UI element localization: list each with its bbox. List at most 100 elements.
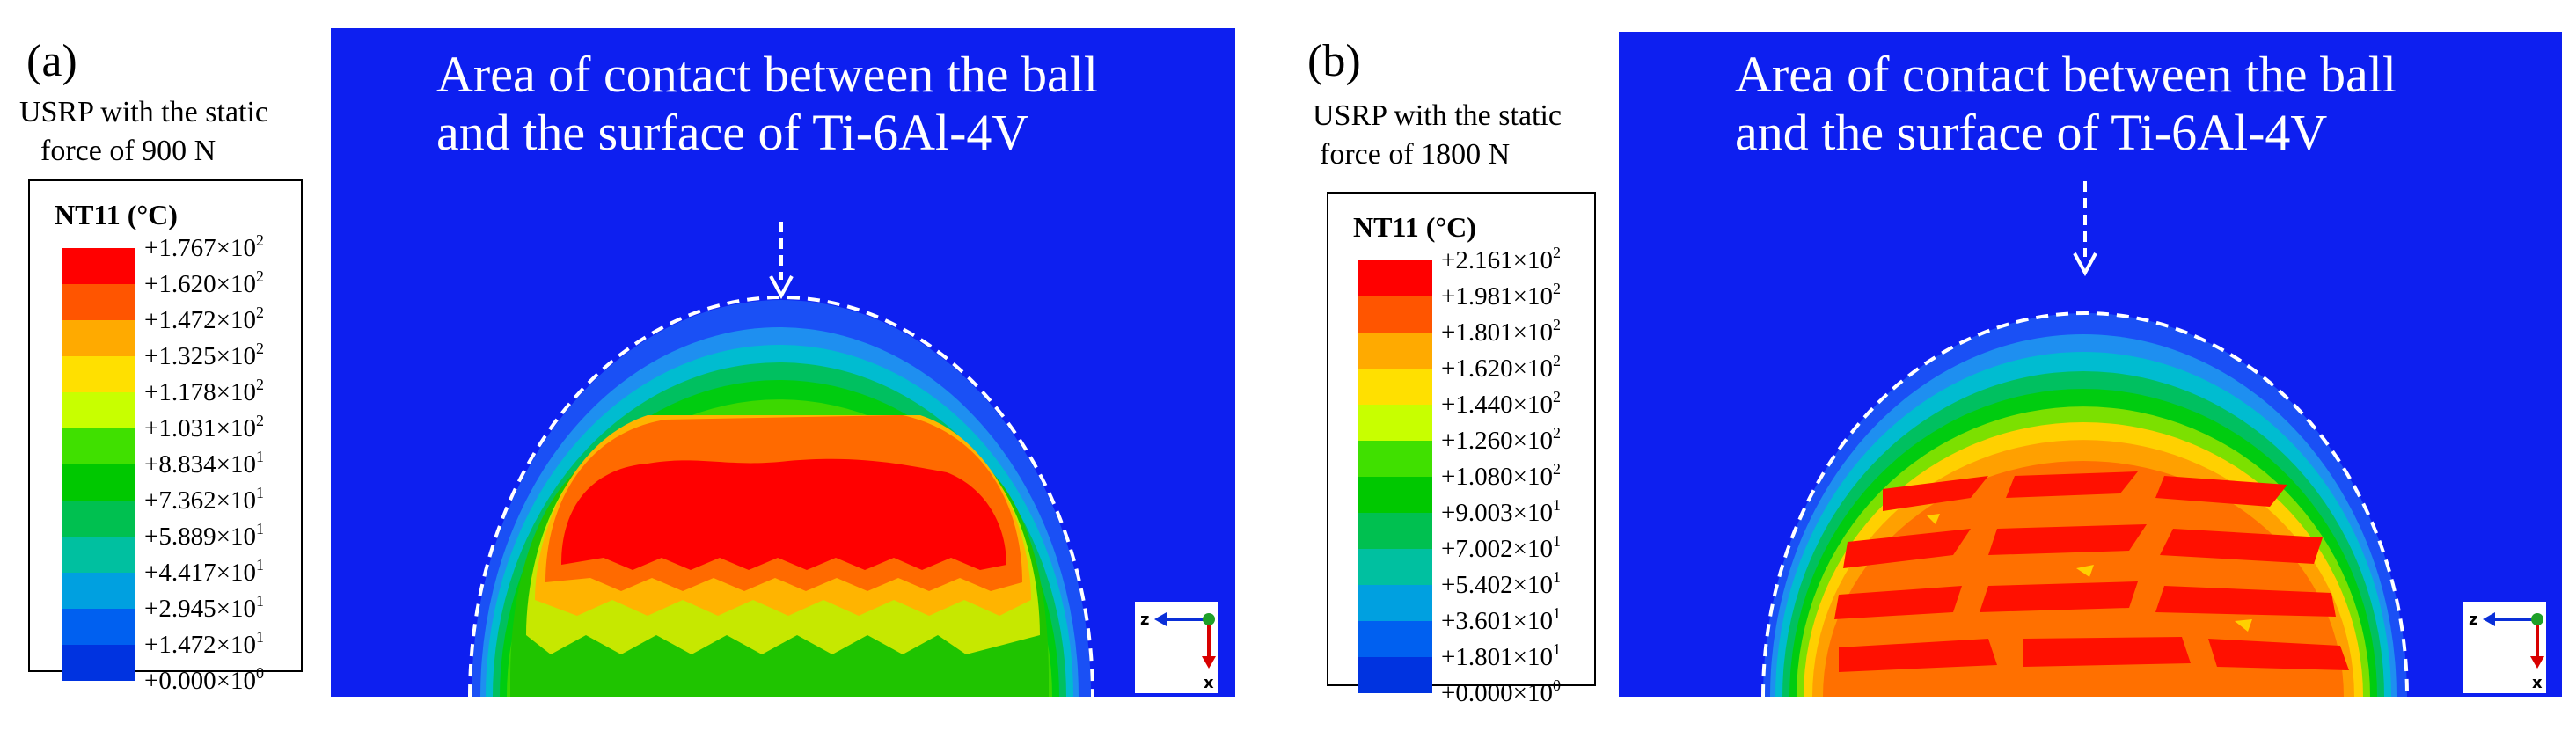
x-axis-label: x bbox=[1204, 674, 1214, 692]
legend-swatch bbox=[62, 284, 135, 320]
legend-level: +1.178×102 bbox=[144, 376, 264, 406]
hot-patch bbox=[2155, 476, 2287, 507]
hot-patch bbox=[1834, 586, 1962, 619]
legend-title: NT11 (°C) bbox=[55, 199, 178, 230]
legend-swatch bbox=[1358, 513, 1432, 549]
caption: USRP with the static force of 1800 N bbox=[1313, 97, 1562, 174]
annotation-line-2: and the surface of Ti-6Al-4V bbox=[1735, 104, 2328, 161]
legend-title: NT11 (°C) bbox=[1353, 211, 1476, 243]
legend-level: +1.981×102 bbox=[1441, 280, 1561, 311]
z-axis-label: z bbox=[2469, 610, 2477, 629]
legend-level: +1.767×102 bbox=[144, 231, 264, 262]
legend-swatch bbox=[62, 428, 135, 464]
color-legend: NT11 (°C) +1.767×102 +1.620×102 +1.472×1… bbox=[28, 179, 303, 695]
legend-swatch bbox=[1358, 405, 1432, 441]
legend-level: +2.945×101 bbox=[144, 592, 264, 623]
hot-patch bbox=[1839, 639, 1997, 672]
cool-fleck bbox=[2076, 565, 2094, 577]
temperature-contour-plot bbox=[1619, 32, 2562, 697]
axis-triad: z x bbox=[2463, 602, 2546, 693]
hot-patch bbox=[2155, 586, 2336, 617]
hot-patch bbox=[1980, 581, 2138, 612]
legend-level: +1.801×102 bbox=[1441, 316, 1561, 347]
legend-level: +4.417×101 bbox=[144, 556, 264, 587]
annotation-line-1: Area of contact between the ball bbox=[436, 46, 1099, 103]
z-axis-label: z bbox=[1140, 610, 1149, 629]
temperature-contour-plot bbox=[331, 28, 1235, 697]
z-axis-arrowhead bbox=[1154, 612, 1167, 626]
axis-triad-icon: z x bbox=[2469, 610, 2544, 692]
legend-level: +1.620×102 bbox=[144, 267, 264, 298]
legend-swatch bbox=[1358, 585, 1432, 621]
hot-patch bbox=[1883, 476, 1988, 511]
hot-patch bbox=[1988, 524, 2147, 555]
arrow-head bbox=[2073, 252, 2097, 277]
hot-patch bbox=[2006, 471, 2138, 498]
x-axis-arrowhead bbox=[1202, 656, 1216, 669]
contour-band bbox=[561, 458, 1006, 570]
legend-swatch bbox=[62, 464, 135, 501]
legend-swatch bbox=[1358, 333, 1432, 369]
legend-swatch bbox=[62, 573, 135, 609]
legend-swatch bbox=[62, 645, 135, 681]
axis-triad-icon: z x bbox=[1140, 610, 1216, 692]
hot-patch bbox=[1843, 529, 1971, 568]
legend-swatch bbox=[1358, 657, 1432, 693]
legend-level: +1.260×102 bbox=[1441, 424, 1561, 455]
legend-swatch bbox=[1358, 549, 1432, 585]
legend-swatch bbox=[1358, 441, 1432, 477]
legend-level: +3.601×101 bbox=[1441, 604, 1561, 635]
legend-swatch bbox=[62, 320, 135, 356]
contour-band bbox=[1823, 461, 2344, 697]
caption: USRP with the static force of 900 N bbox=[19, 93, 268, 171]
legend-level: +1.080×102 bbox=[1441, 460, 1561, 491]
legend-level: +5.402×101 bbox=[1441, 568, 1561, 599]
panel-label: (a) bbox=[26, 36, 77, 86]
legend-level: +1.620×102 bbox=[1441, 352, 1561, 383]
hot-patch bbox=[2208, 639, 2349, 670]
legend-level: +1.472×102 bbox=[144, 303, 264, 334]
caption-line-1: USRP with the static bbox=[19, 96, 269, 128]
legend-swatch bbox=[62, 356, 135, 392]
legend-swatch bbox=[1358, 621, 1432, 657]
contact-annotation: Area of contact between the ball and the… bbox=[436, 46, 1098, 162]
contact-annotation: Area of contact between the ball and the… bbox=[1735, 46, 2397, 162]
legend-swatch bbox=[62, 609, 135, 645]
hot-patch bbox=[2160, 529, 2323, 564]
legend-level: +1.440×102 bbox=[1441, 388, 1561, 419]
legend-level: +0.000×100 bbox=[1441, 676, 1561, 707]
legend-swatch bbox=[62, 537, 135, 573]
color-legend: NT11 (°C) +2.161×102 +1.981×102 +1.801×1… bbox=[1327, 192, 1596, 707]
legend-levels: +1.767×102 +1.620×102 +1.472×102 +1.325×… bbox=[144, 230, 264, 699]
legend-swatches bbox=[1358, 260, 1432, 693]
legend-swatch bbox=[62, 501, 135, 537]
x-axis-label: x bbox=[2532, 674, 2543, 692]
legend-swatch bbox=[1358, 296, 1432, 333]
legend-level: +5.889×101 bbox=[144, 520, 264, 551]
cool-fleck bbox=[2235, 619, 2252, 632]
panel-label: (b) bbox=[1307, 36, 1361, 86]
cool-fleck bbox=[1927, 514, 1940, 524]
y-axis-dot bbox=[2531, 613, 2543, 625]
legend-level: +1.472×101 bbox=[144, 628, 264, 659]
legend-level: +8.834×101 bbox=[144, 448, 264, 479]
y-axis-dot bbox=[1203, 613, 1215, 625]
legend-level: +9.003×101 bbox=[1441, 496, 1561, 527]
hot-patch bbox=[2023, 637, 2191, 667]
legend-swatch bbox=[1358, 369, 1432, 405]
legend-level: +7.362×101 bbox=[144, 484, 264, 515]
x-axis-arrowhead bbox=[2530, 656, 2544, 669]
legend-level: +2.161×102 bbox=[1441, 244, 1561, 274]
legend-level: +7.002×101 bbox=[1441, 532, 1561, 563]
legend-levels: +2.161×102 +1.981×102 +1.801×102 +1.620×… bbox=[1441, 243, 1561, 712]
annotation-line-2: and the surface of Ti-6Al-4V bbox=[436, 104, 1029, 161]
caption-line-2: force of 1800 N bbox=[1320, 138, 1511, 171]
legend-swatches bbox=[62, 248, 135, 681]
legend-swatch bbox=[62, 248, 135, 284]
z-axis-arrowhead bbox=[2483, 612, 2495, 626]
annotation-line-1: Area of contact between the ball bbox=[1735, 46, 2397, 103]
axis-triad: z x bbox=[1135, 602, 1218, 693]
legend-level: +0.000×100 bbox=[144, 664, 264, 695]
legend-level: +1.325×102 bbox=[144, 340, 264, 370]
legend-swatch bbox=[1358, 477, 1432, 513]
